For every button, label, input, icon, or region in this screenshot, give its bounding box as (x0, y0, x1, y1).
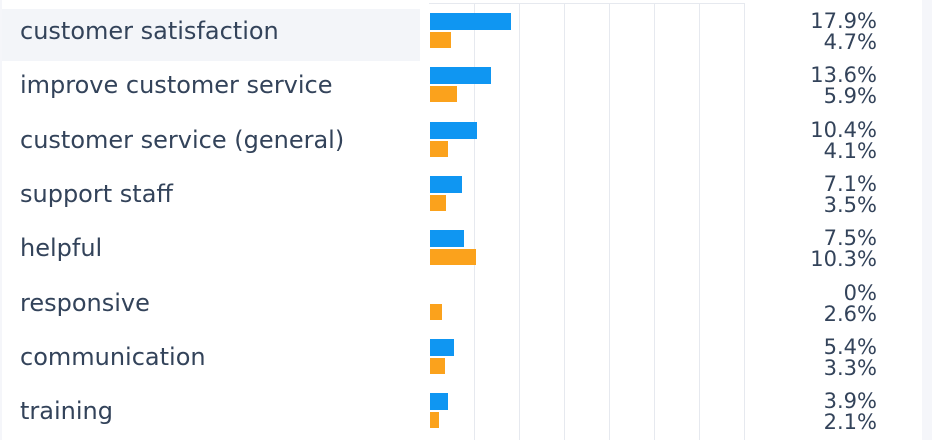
value-label-customer-satisfaction-series-2: 4.7% (823, 30, 877, 54)
value-label-responsive-series-1: 0% (843, 280, 877, 305)
bar-helpful-series-2[interactable] (430, 249, 477, 266)
value-label-training-series-1: 3.9% (823, 389, 877, 414)
value-label-improve-customer-service-series-1: 13.6% (810, 63, 877, 88)
category-label-helpful: helpful (20, 234, 103, 263)
value-label-helpful-series-2: 10.3% (810, 247, 877, 272)
bar-customer-service-general-series-2[interactable] (430, 140, 449, 157)
gridline-20 (519, 3, 520, 440)
gridline-60 (699, 3, 700, 440)
bar-improve-customer-service-series-2[interactable] (430, 86, 457, 103)
bar-customer-satisfaction-series-2[interactable] (430, 32, 452, 48)
category-label-training: training (20, 397, 113, 426)
bar-improve-customer-service-series-1[interactable] (430, 67, 492, 85)
gridline-50 (654, 3, 655, 440)
bar-support-staff-series-2[interactable] (430, 194, 446, 211)
gridline-30 (564, 3, 565, 440)
bar-helpful-series-1[interactable] (430, 230, 464, 248)
category-label-communication: communication (20, 342, 206, 371)
bar-customer-service-general-series-1[interactable] (430, 121, 477, 139)
category-label-customer-satisfaction: customer satisfaction (20, 17, 279, 45)
value-label-customer-satisfaction-series-1: 17.9% (810, 9, 877, 33)
category-label-improve-customer-service: improve customer service (20, 71, 333, 100)
category-label-support-staff: support staff (20, 179, 173, 208)
bar-communication-series-1[interactable] (430, 338, 455, 356)
value-label-support-staff-series-2: 3.5% (823, 192, 877, 217)
value-label-training-series-2: 2.1% (823, 410, 877, 435)
value-label-customer-service-general-series-2: 4.1% (823, 138, 877, 163)
gridline-40 (609, 3, 610, 440)
plot-frame (429, 3, 745, 440)
value-label-improve-customer-service-series-2: 5.9% (823, 84, 877, 109)
bar-training-series-2[interactable] (430, 412, 440, 429)
category-label-customer-service-general: customer service (general) (20, 125, 345, 154)
category-label-responsive: responsive (20, 288, 150, 317)
bar-communication-series-2[interactable] (430, 357, 445, 374)
bar-support-staff-series-1[interactable] (430, 175, 462, 193)
value-label-communication-series-1: 5.4% (823, 334, 877, 359)
value-label-communication-series-2: 3.3% (823, 355, 877, 380)
row-highlight (2, 9, 420, 61)
value-label-support-staff-series-1: 7.1% (823, 171, 877, 196)
gridline-10 (474, 3, 475, 440)
value-label-customer-service-general-series-1: 10.4% (810, 117, 877, 142)
value-label-responsive-series-2: 2.6% (823, 301, 877, 326)
bar-customer-satisfaction-series-1[interactable] (430, 13, 511, 30)
value-label-helpful-series-1: 7.5% (823, 226, 877, 251)
bar-responsive-series-2[interactable] (430, 303, 442, 320)
bar-training-series-1[interactable] (430, 393, 448, 411)
